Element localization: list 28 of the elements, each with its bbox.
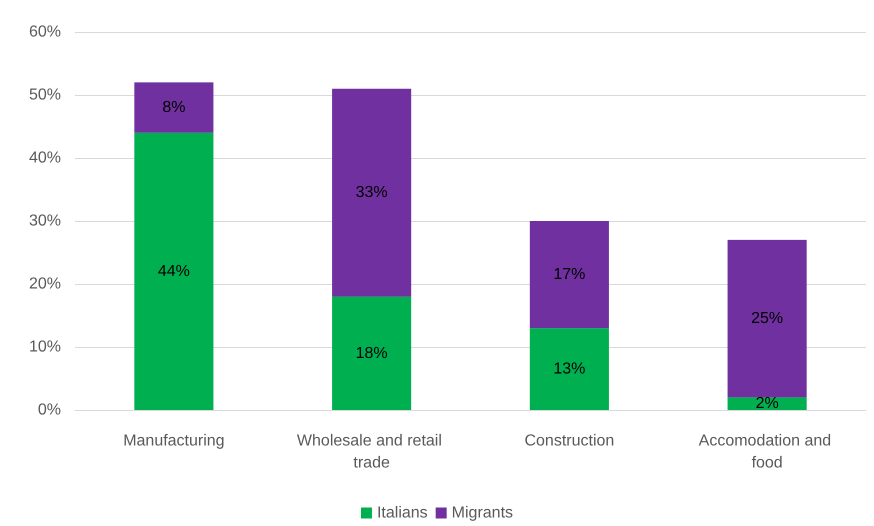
legend-label: Migrants — [452, 504, 514, 522]
x-tick-label: Accomodation and food — [698, 432, 836, 472]
bar — [530, 328, 609, 410]
bar — [530, 221, 609, 328]
y-tick-label: 60% — [28, 24, 61, 40]
y-tick-label: 10% — [28, 338, 61, 356]
text: 8% — [162, 99, 186, 116]
y-tick-label: 20% — [28, 276, 61, 292]
x-tick-label: Wholesale and retail trade — [296, 432, 446, 472]
y-tick-label: 40% — [28, 150, 61, 166]
text: 33% — [356, 184, 388, 202]
x-tick-label: Manufacturing — [123, 432, 225, 450]
text: 2% — [756, 395, 779, 412]
bar — [332, 88, 412, 297]
y-tick-label: 50% — [28, 86, 61, 104]
text: 25% — [751, 310, 784, 328]
bar — [728, 240, 807, 398]
text: 13% — [553, 360, 586, 378]
y-tick-label: 0% — [38, 402, 61, 418]
text: 18% — [356, 344, 388, 362]
x-tick-label: Construction — [524, 432, 614, 450]
text: 44% — [158, 262, 190, 280]
text: 17% — [553, 266, 586, 284]
legend-label: Italians — [376, 504, 428, 522]
bar — [332, 296, 412, 410]
y-tick-label: 30% — [28, 212, 61, 230]
bar — [134, 132, 214, 410]
bar — [134, 82, 214, 133]
